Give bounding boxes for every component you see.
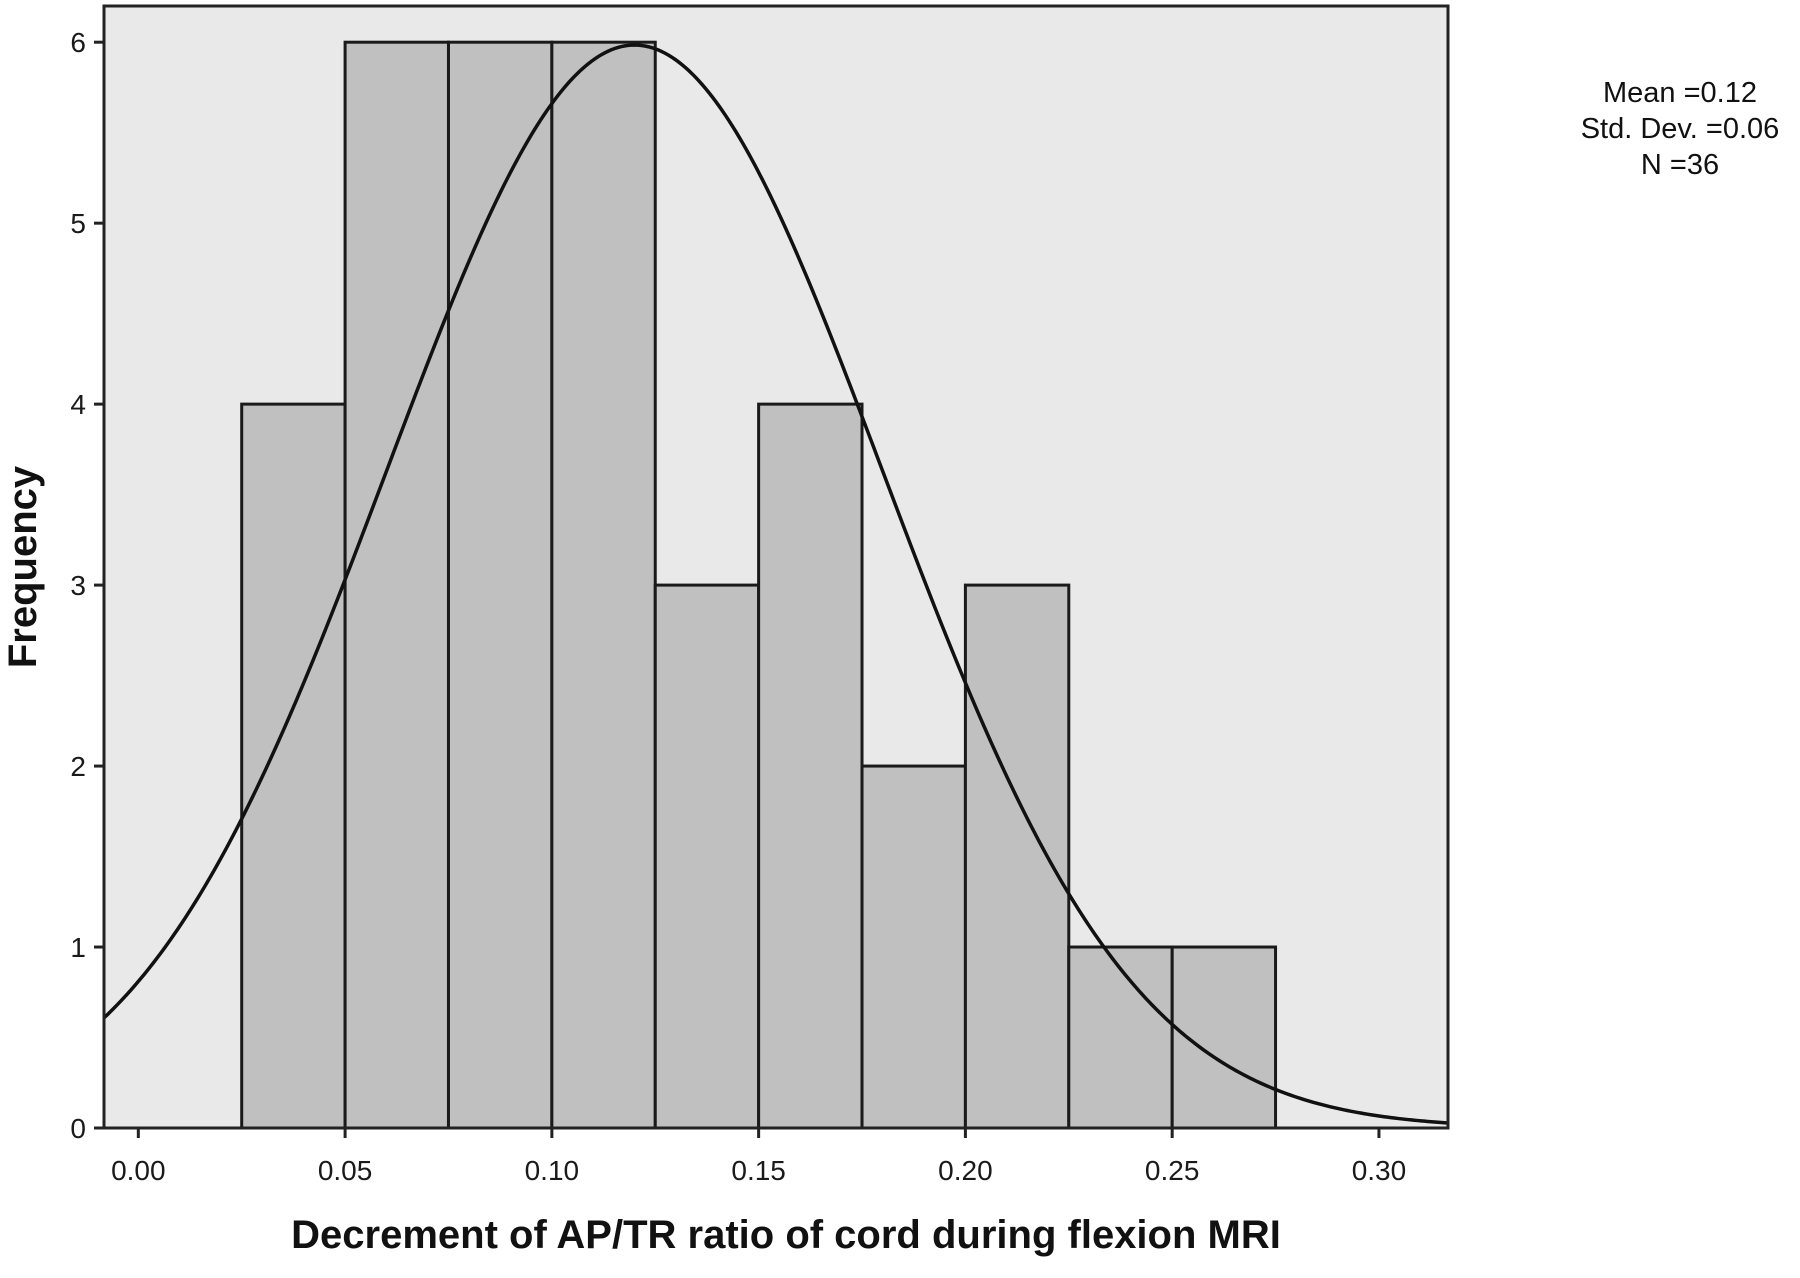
stats-n: N =36 (1641, 149, 1719, 181)
normal-curve (102, 43, 1449, 1125)
stats-std-dev: Std. Dev. =0.06 (1581, 113, 1780, 145)
y-tick-label: 5 (70, 208, 86, 239)
y-axis-title: Frequency (1, 465, 45, 668)
y-tick-label: 3 (70, 570, 86, 601)
histogram-bar (860, 764, 967, 1130)
histogram-bar (1170, 945, 1278, 1130)
histogram-bar (446, 40, 554, 1130)
stats-summary: Mean =0.12 Std. Dev. =0.06 N =36 (1581, 77, 1780, 181)
x-tick-label: 0.20 (938, 1155, 993, 1186)
x-axis: 0.00 0.05 0.10 0.15 0.20 0.25 0.30 (111, 1128, 1406, 1186)
y-tick-label: 4 (70, 389, 86, 420)
y-tick-label: 1 (70, 932, 86, 963)
x-tick-label: 0.25 (1145, 1155, 1200, 1186)
histogram-bar (757, 402, 864, 1130)
x-tick-label: 0.05 (318, 1155, 373, 1186)
stats-mean: Mean =0.12 (1603, 77, 1757, 109)
y-axis: 0 1 2 3 4 5 6 (70, 27, 104, 1144)
histogram-bar (343, 40, 450, 1130)
x-tick-label: 0.00 (111, 1155, 166, 1186)
histogram-bar (963, 583, 1071, 1130)
normal-curve-layer (102, 43, 1449, 1125)
x-tick-label: 0.30 (1352, 1155, 1407, 1186)
histogram-bars (240, 40, 1278, 1130)
histogram-bar (1067, 945, 1174, 1130)
x-tick-label: 0.15 (731, 1155, 786, 1186)
histogram-bar (240, 402, 347, 1130)
plot-frame (102, 4, 1450, 1130)
y-tick-label: 2 (70, 751, 86, 782)
x-axis-title: Decrement of AP/TR ratio of cord during … (291, 1213, 1281, 1257)
histogram-bar (550, 40, 657, 1130)
x-tick-label: 0.10 (525, 1155, 580, 1186)
histogram-bar (653, 583, 761, 1130)
y-tick-label: 6 (70, 27, 86, 58)
y-tick-label: 0 (70, 1113, 86, 1144)
